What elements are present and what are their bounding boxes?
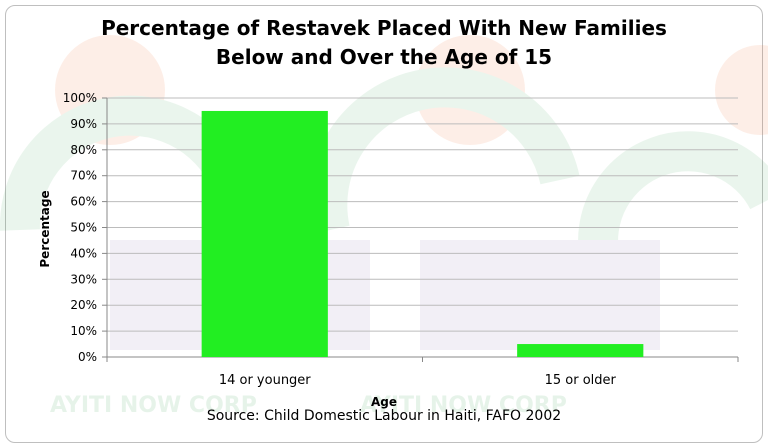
bar: [517, 344, 644, 357]
y-tick-label: 50%: [70, 221, 97, 235]
y-tick-label: 30%: [70, 272, 97, 286]
y-tick-label: 40%: [70, 246, 97, 260]
y-tick-label: 60%: [70, 195, 97, 209]
chart-title-line-2: Below and Over the Age of 15: [215, 45, 553, 69]
source-note: Source: Child Domestic Labour in Haiti, …: [206, 408, 562, 424]
y-tick-label: 10%: [70, 324, 97, 338]
chart-title: Percentage of Restavek Placed With New F…: [0, 14, 768, 72]
y-tick-label: 0%: [78, 350, 97, 364]
x-tick-label: 14 or younger: [219, 373, 311, 388]
chart-title-line-1: Percentage of Restavek Placed With New F…: [101, 16, 667, 40]
x-axis-label: Age: [370, 395, 397, 409]
y-tick-label: 90%: [70, 117, 97, 131]
y-tick-label: 100%: [63, 91, 97, 105]
y-axis-label: Percentage: [38, 190, 52, 268]
y-tick-label: 20%: [70, 298, 97, 312]
y-tick-label: 80%: [70, 143, 97, 157]
bar: [201, 110, 328, 357]
x-tick-label: 15 or older: [545, 373, 617, 388]
watermark-text-2: AYITI NOW CORP: [360, 393, 567, 418]
chart-frame: [5, 5, 763, 443]
y-tick-label: 70%: [70, 169, 97, 183]
watermark-text: AYITI NOW CORP: [50, 393, 257, 418]
